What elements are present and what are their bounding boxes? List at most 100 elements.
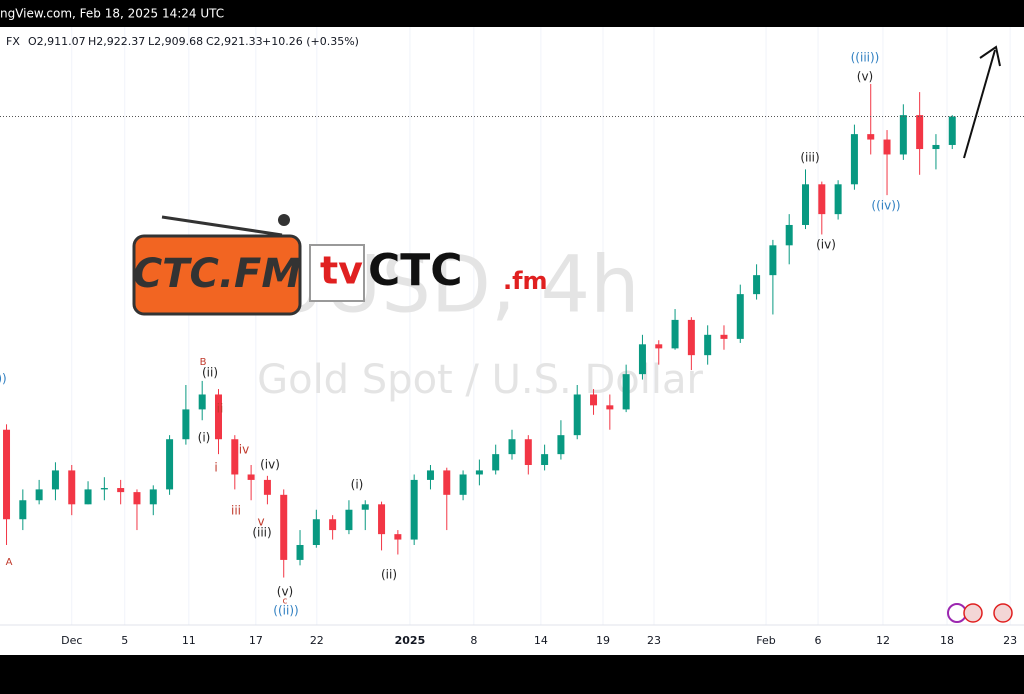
candle-body [704, 334, 712, 356]
candle-body [687, 319, 695, 356]
x-tick-label: 18 [940, 634, 954, 647]
candle-body [524, 439, 532, 465]
x-tick-label: 5 [121, 634, 128, 647]
candle-body [655, 344, 663, 349]
ohlc-close: C2,921.33 [206, 35, 263, 48]
wave-label: ((iii)) [851, 51, 880, 65]
event-icon [963, 603, 983, 623]
candle-body [345, 509, 353, 531]
wave-label: v [257, 515, 264, 529]
x-tick-label: 8 [470, 634, 477, 647]
candle-body [671, 319, 679, 349]
top-bar-text: ngView.com, Feb 18, 2025 14:24 UTC [0, 7, 224, 21]
candle-body [736, 294, 744, 339]
candle-body [753, 275, 761, 295]
candle-body [198, 394, 206, 410]
candle-body [312, 519, 320, 545]
wave-label: (iv) [816, 238, 836, 252]
candle-body [573, 394, 581, 436]
candle-body [557, 435, 565, 455]
candle-body [3, 429, 11, 520]
x-tick-label: Feb [756, 634, 775, 647]
ohlc-change: +10.26 (+0.35%) [262, 35, 359, 48]
x-tick-label: 6 [815, 634, 822, 647]
candles [0, 83, 1024, 578]
wave-label: (iii) [252, 526, 271, 540]
candle-body [296, 544, 304, 560]
candle-body [410, 479, 418, 540]
wave-label: ii [217, 402, 224, 416]
logo-tv: tv [320, 249, 363, 293]
tv-box [309, 244, 365, 302]
candle-body [263, 479, 271, 495]
event-icon [993, 603, 1013, 623]
candle-body [590, 394, 598, 406]
wave-label: (i) [198, 431, 211, 445]
candle-body [459, 474, 467, 495]
plot-bg [0, 27, 1024, 655]
wave-label: B [200, 357, 207, 368]
wave-label: ((iv)) [871, 199, 900, 213]
wave-label: c [283, 597, 288, 607]
candle-body [818, 184, 826, 215]
candle-body [606, 405, 614, 410]
x-tick-label: 23 [647, 634, 661, 647]
candle-body [84, 489, 92, 505]
candle-body [769, 245, 777, 276]
arrow-head [979, 45, 1001, 67]
candle-body [247, 474, 255, 480]
wave-label: ((ii)) [273, 604, 298, 618]
x-tick-label: 23 [1003, 634, 1017, 647]
candle-body [834, 184, 842, 215]
symbol: FX [6, 35, 20, 48]
wave-label: i [214, 461, 217, 475]
wave-label: (ii) [381, 568, 397, 582]
candle-body [720, 334, 728, 339]
candle-body [361, 504, 369, 510]
candle-body [948, 116, 956, 145]
candle-body [899, 115, 907, 155]
x-tick-label: 2025 [395, 634, 426, 647]
candle-body [182, 409, 190, 440]
x-tick-label: Dec [61, 634, 82, 647]
candle-body [329, 519, 337, 531]
wave-label: (ii) [202, 366, 218, 380]
ohlc-open: O2,911.07 [28, 35, 86, 48]
ohlc-high: H2,922.37 [88, 35, 145, 48]
candle-body [378, 504, 386, 535]
header: FX O2,911.07 H2,922.37 L2,909.68 C2,921.… [6, 35, 359, 48]
candle-body [492, 454, 500, 471]
x-axis: Dec 5 11 17 22 2025 8 14 19 23 Feb 6 12 18 23 [61, 634, 1017, 647]
x-tick-label: 22 [310, 634, 324, 647]
wave-label: (iv) [260, 458, 280, 472]
wave-label: (i) [351, 478, 364, 492]
candle-body [394, 534, 402, 540]
antenna-tip [278, 214, 290, 226]
x-tick-label: 11 [182, 634, 196, 647]
wave-label: A [6, 557, 13, 568]
candle-body [443, 470, 451, 495]
candle-body [117, 488, 125, 493]
wave-label: (iii) [800, 151, 819, 165]
candle-body [426, 470, 434, 480]
candle-body [475, 470, 483, 475]
candle-body [100, 488, 108, 490]
candle-body [622, 374, 630, 410]
logo-suffix: .fm [503, 267, 548, 295]
x-tick-label: 12 [876, 634, 890, 647]
candle-body [19, 500, 27, 520]
candle-body [802, 184, 810, 225]
watermark-subtitle: Gold Spot / U.S. Dollar [257, 357, 703, 403]
x-tick-label: 14 [534, 634, 548, 647]
candle-body [541, 454, 549, 465]
badge-text: CTC.FM [133, 251, 301, 297]
candle-body [35, 489, 43, 501]
grid [71, 27, 1011, 625]
wave-label: (v) [277, 585, 293, 599]
candle-body [867, 134, 875, 140]
candle-body [149, 489, 157, 505]
logo: CTC.FM tv CTC .fm [132, 214, 548, 316]
candle-body [932, 144, 940, 150]
